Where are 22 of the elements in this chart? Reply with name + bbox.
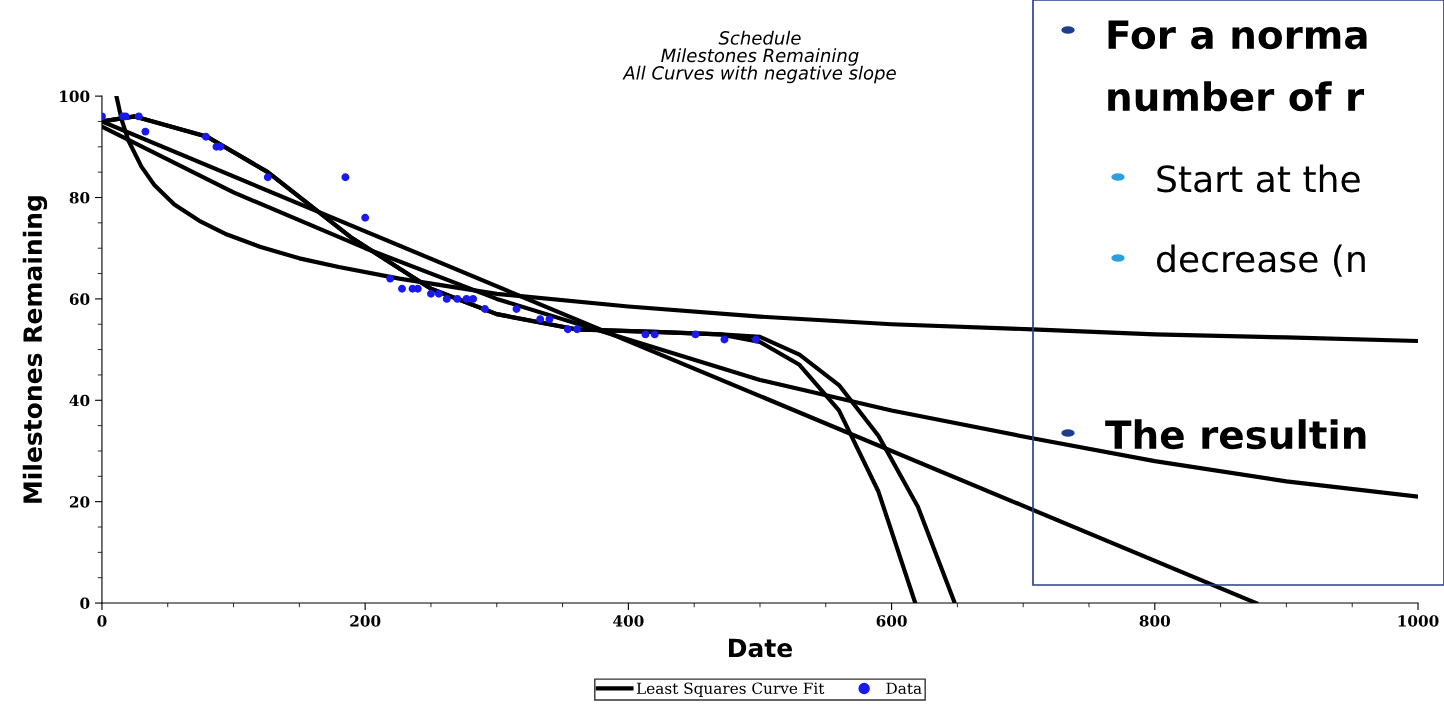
x-tick-label: 200	[350, 615, 381, 627]
y-tick-label: 0	[80, 597, 90, 610]
y-tick-label: 80	[69, 191, 90, 204]
x-axis-title: Date	[729, 638, 793, 658]
chart-title: Schedule Milestones Remaining All Curves with negative slope	[622, 30, 896, 84]
y-tick-label: 100	[60, 90, 90, 103]
legend-label: Least Squares Curve Fit	[636, 682, 825, 697]
legend-label: Data	[886, 682, 922, 695]
y-tick-label: 40	[69, 394, 90, 407]
x-tick-label: 600	[876, 615, 907, 627]
annotation: Start at the	[1157, 164, 1360, 193]
annotation: decrease (n	[1156, 244, 1365, 277]
y-tick-label: 20	[69, 496, 90, 508]
y-axis-title: Milestones Remaining	[22, 196, 48, 503]
x-tick-label: 400	[613, 615, 644, 627]
y-tick-label: 60	[69, 293, 90, 305]
annotation: number of r	[1108, 81, 1365, 112]
annotation: The resultin	[1105, 419, 1366, 450]
x-tick-label: 0	[97, 615, 107, 627]
x-tick-label: 1000	[1398, 615, 1439, 627]
x-tick-label: 800	[1139, 615, 1171, 627]
text: For a norma	[1108, 20, 1367, 50]
